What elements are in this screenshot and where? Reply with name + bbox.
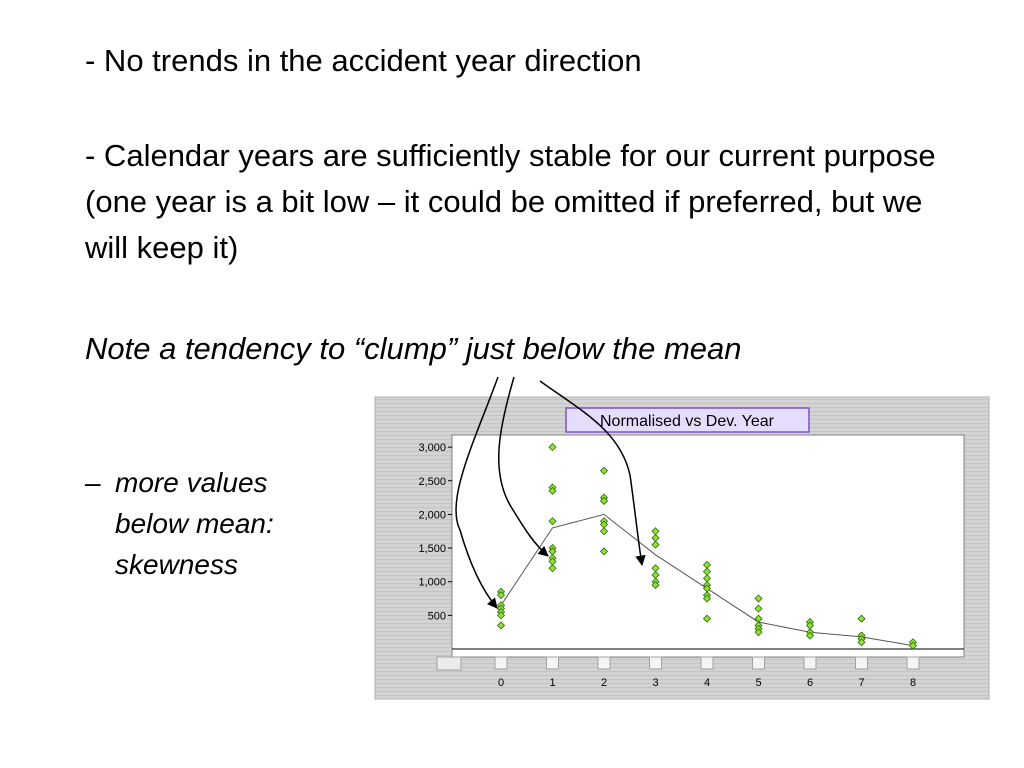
y-tick-label: 500: [428, 610, 446, 622]
bullet-line-1: more values: [115, 467, 268, 498]
data-point: [599, 466, 609, 475]
x-axis-field-button[interactable]: [436, 656, 462, 671]
x-tick-label: 3: [652, 677, 658, 689]
data-point: [857, 638, 866, 647]
note-clump: Note a tendency to “clump” just below th…: [85, 331, 742, 366]
data-point: [754, 628, 763, 637]
x-category-button[interactable]: [803, 656, 817, 670]
x-tick-label: 1: [549, 677, 555, 689]
bullet-line-3: skewness: [115, 549, 238, 580]
x-axis-buttons: [436, 656, 920, 671]
x-axis-ticks: 0 1 2 3 4 5 6 7 8: [498, 677, 916, 689]
data-point: [599, 496, 609, 506]
x-tick-label: 8: [910, 677, 916, 689]
annotation-arrow-to-year-1: [497, 376, 549, 557]
data-point: [599, 547, 609, 556]
data-point: [548, 443, 557, 452]
data-point: [702, 614, 712, 623]
data-point: [754, 604, 763, 613]
x-tick-label: 2: [601, 677, 607, 689]
data-point: [599, 527, 609, 536]
data-point: [651, 580, 660, 590]
data-point: [548, 517, 557, 526]
bullet-line-2: below mean:: [115, 508, 274, 539]
x-category-button[interactable]: [752, 656, 765, 670]
x-category-button[interactable]: [494, 656, 508, 670]
y-axis-ticks: 500 1,000 1,500 2,000 2,500 3,000: [418, 442, 452, 622]
data-point: [908, 641, 918, 650]
y-tick-label: 3,000: [418, 442, 446, 454]
data-point: [702, 594, 712, 603]
data-point: [496, 591, 506, 600]
x-category-button[interactable]: [855, 656, 868, 670]
chart-title-box: Normalised vs Dev. Year: [565, 407, 810, 433]
chart-title: Normalised vs Dev. Year: [600, 413, 775, 430]
x-tick-label: 7: [858, 677, 864, 689]
x-category-button[interactable]: [649, 656, 662, 670]
annotation-arrow-to-year-3: [539, 380, 646, 567]
y-tick-label: 1,000: [418, 577, 446, 589]
annotation-arrow-to-year-0: [455, 376, 499, 609]
data-point: [805, 631, 815, 640]
bullet-dash: –: [85, 467, 101, 498]
plot-area: [451, 434, 965, 658]
point-no-trends: - No trends in the accident year directi…: [85, 43, 642, 78]
x-tick-label: 6: [807, 677, 813, 689]
point-calendar-years: - Calendar years are sufficiently stable…: [85, 138, 936, 265]
bullet-lines: more values below mean: skewness: [115, 462, 355, 585]
annotation-arrows: [455, 376, 646, 609]
x-category-button[interactable]: [546, 656, 559, 670]
x-tick-label: 0: [498, 677, 504, 689]
data-point: [857, 614, 866, 623]
x-category-button[interactable]: [597, 656, 611, 670]
data-point: [496, 621, 506, 630]
x-category-button[interactable]: [700, 656, 714, 670]
y-tick-label: 2,000: [418, 509, 446, 521]
data-point: [548, 564, 557, 573]
data-point: [548, 486, 557, 495]
y-tick-label: 1,500: [418, 543, 446, 555]
chart-title-background: [565, 407, 810, 433]
data-points-layer: [496, 443, 918, 650]
x-category-button[interactable]: [906, 656, 920, 670]
x-tick-label: 4: [704, 677, 710, 689]
y-tick-label: 2,500: [418, 476, 446, 488]
data-point: [496, 611, 506, 620]
x-tick-label: 5: [755, 677, 761, 689]
data-point: [651, 540, 660, 549]
data-point: [754, 594, 763, 603]
